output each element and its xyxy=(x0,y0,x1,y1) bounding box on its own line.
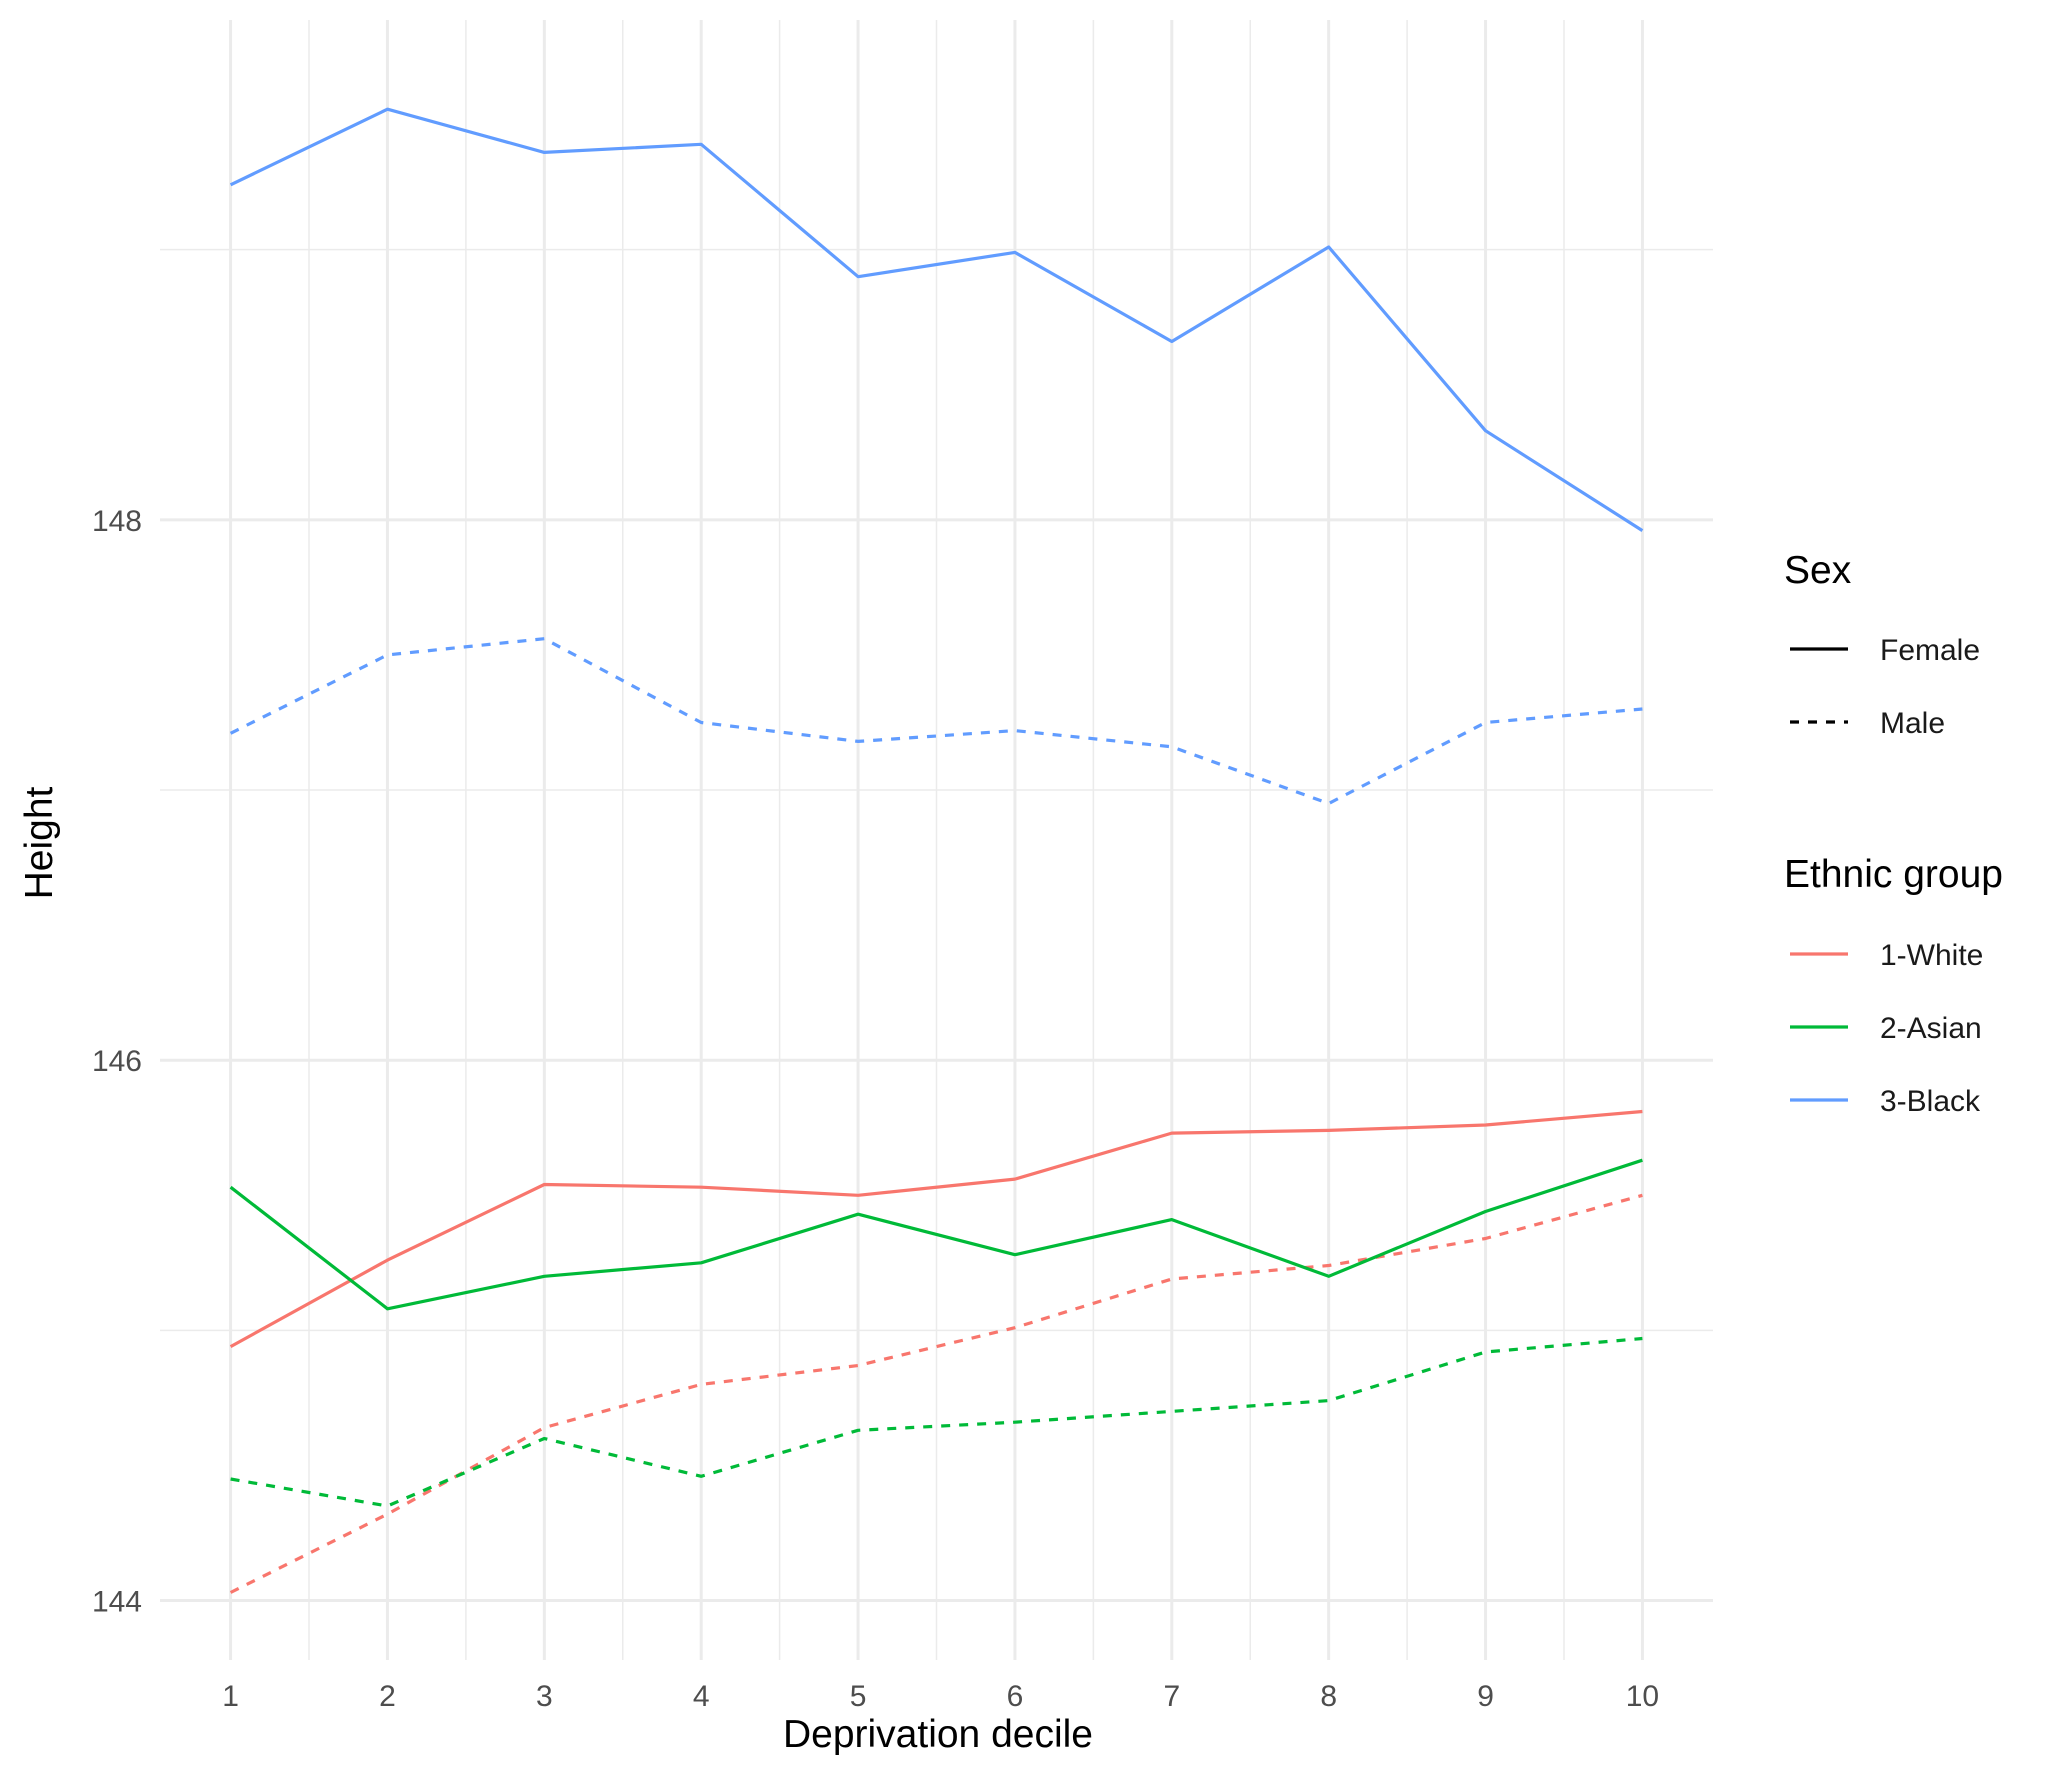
x-axis-title: Deprivation decile xyxy=(783,1713,1093,1756)
legend-title-ethnic-group: Ethnic group xyxy=(1784,853,2003,896)
legend-label-2-asian: 2-Asian xyxy=(1880,1012,1982,1045)
series-line-3-black-female xyxy=(229,107,1644,532)
x-tick-label: 8 xyxy=(1320,1680,1337,1713)
y-tick-label: 148 xyxy=(92,505,142,538)
series-lines xyxy=(229,107,1644,1594)
series-line-2-asian-male xyxy=(230,1336,1643,1508)
x-tick-label: 5 xyxy=(850,1680,867,1713)
x-tick-label: 1 xyxy=(222,1680,239,1713)
legend-sex-entries: Female Male xyxy=(1790,634,1980,740)
legend-label-female: Female xyxy=(1880,634,1980,667)
minor-gridlines xyxy=(160,20,1713,1660)
y-axis-title: Height xyxy=(18,786,61,899)
legend-label-male: Male xyxy=(1880,707,1945,740)
x-axis-tick-labels: 1 2 3 4 5 6 7 8 9 10 xyxy=(222,1680,1659,1713)
legend-label-1-white: 1-White xyxy=(1880,939,1983,972)
legend-title-sex: Sex xyxy=(1784,549,1852,592)
x-tick-label: 6 xyxy=(1007,1680,1024,1713)
x-tick-label: 7 xyxy=(1163,1680,1180,1713)
x-tick-label: 9 xyxy=(1477,1680,1494,1713)
y-axis-tick-labels: 144 146 148 xyxy=(92,505,142,1619)
series-line-3-black-male xyxy=(229,637,1643,806)
y-tick-label: 144 xyxy=(92,1586,142,1619)
legend: Sex Female Male Ethnic group 1-White 2-Asi… xyxy=(1784,549,2003,1118)
x-tick-label: 2 xyxy=(379,1680,396,1713)
legend-label-3-black: 3-Black xyxy=(1880,1085,1981,1118)
x-tick-label: 10 xyxy=(1626,1680,1659,1713)
legend-group-entries: 1-White 2-Asian 3-Black xyxy=(1790,939,1983,1118)
series-line-1-white-female xyxy=(229,1109,1643,1349)
series-line-2-asian-female xyxy=(229,1158,1643,1311)
major-gridlines xyxy=(160,20,1713,1660)
x-tick-label: 4 xyxy=(693,1680,710,1713)
x-tick-label: 3 xyxy=(536,1680,553,1713)
y-tick-label: 146 xyxy=(92,1045,142,1078)
